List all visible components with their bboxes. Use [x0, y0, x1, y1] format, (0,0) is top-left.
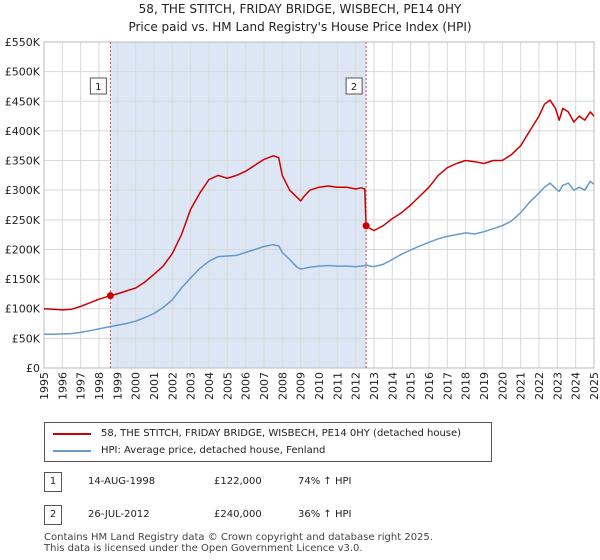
- y-tick-label: £150K: [5, 273, 41, 286]
- transaction-hpi-change: 36% ↑ HPI: [298, 509, 352, 520]
- y-tick-label: £300K: [5, 184, 41, 197]
- transaction-price: £122,000: [214, 476, 262, 487]
- x-tick-label: 2002: [166, 372, 179, 400]
- x-tick-label: 2025: [588, 372, 600, 400]
- sale-label-number: 2: [351, 82, 357, 93]
- transaction-date: 26-JUL-2012: [88, 509, 150, 520]
- x-tick-label: 2007: [258, 372, 271, 400]
- x-tick-label: 2010: [313, 372, 326, 400]
- sale-point: [106, 292, 114, 300]
- legend-label-price: 58, THE STITCH, FRIDAY BRIDGE, WISBECH, …: [101, 428, 462, 439]
- x-tick-label: 2018: [460, 372, 473, 400]
- legend-swatch-hpi: [53, 450, 91, 452]
- x-tick-label: 2005: [221, 372, 234, 400]
- x-tick-label: 1996: [56, 372, 69, 400]
- price-chart: £0 £50K £100K £150K £200K £250K £300K £350K £400…: [5, 36, 600, 400]
- x-tick-label: 2009: [295, 372, 308, 400]
- x-tick-label: 2024: [570, 372, 583, 400]
- price-paid-line: [43, 99, 595, 311]
- chart-subtitle: Price paid vs. HM Land Registry's House …: [128, 20, 472, 34]
- x-tick-label: 2022: [533, 372, 546, 400]
- x-tick-label: 2021: [515, 372, 528, 400]
- footer-copyright: Contains HM Land Registry data © Crown c…: [44, 532, 433, 543]
- x-tick-label: 2000: [130, 372, 143, 400]
- legend: 58, THE STITCH, FRIDAY BRIDGE, WISBECH, …: [44, 422, 492, 462]
- x-tick-label: 2023: [551, 372, 564, 400]
- x-tick-label: 1995: [38, 372, 51, 400]
- plot-border: [43, 41, 595, 369]
- y-tick-label: £350K: [5, 155, 41, 168]
- hpi-line: [44, 180, 595, 335]
- x-tick-label: 2008: [276, 372, 289, 400]
- x-tick-label: 2016: [423, 372, 436, 400]
- transaction-badge: 2: [44, 505, 62, 525]
- x-tick-label: 2012: [350, 372, 363, 400]
- x-tick-label: 2015: [405, 372, 418, 400]
- x-tick-label: 2004: [203, 372, 216, 400]
- y-tick-label: £200K: [5, 243, 41, 256]
- y-tick-label: £0: [26, 362, 40, 375]
- x-tick-label: 2017: [441, 372, 454, 400]
- x-tick-label: 1998: [93, 372, 106, 400]
- legend-swatch-price: [53, 433, 91, 435]
- x-tick-label: 2013: [368, 372, 381, 400]
- footer-licence: This data is licensed under the Open Gov…: [44, 543, 363, 554]
- legend-label-hpi: HPI: Average price, detached house, Fenl…: [101, 445, 326, 456]
- y-tick-label: £100K: [5, 303, 41, 316]
- transaction-price: £240,000: [214, 509, 262, 520]
- transaction-badge: 1: [44, 472, 62, 492]
- x-tick-label: 2006: [240, 372, 253, 400]
- sale-point: [362, 222, 370, 230]
- y-tick-label: £550K: [5, 36, 41, 49]
- x-tick-label: 1997: [75, 372, 88, 400]
- sale-label-box: [345, 77, 363, 95]
- x-tick-label: 2011: [331, 372, 344, 400]
- y-tick-label: £400K: [5, 125, 41, 138]
- transaction-date: 14-AUG-1998: [88, 476, 156, 487]
- x-tick-label: 2003: [185, 372, 198, 400]
- x-tick-label: 2014: [386, 372, 399, 400]
- y-tick-label: £50K: [12, 332, 41, 345]
- y-tick-label: £450K: [5, 95, 41, 108]
- x-tick-label: 2001: [148, 372, 161, 400]
- y-tick-label: £500K: [5, 66, 41, 79]
- sale-label-box: [89, 77, 107, 95]
- chart-title: 58, THE STITCH, FRIDAY BRIDGE, WISBECH, …: [138, 2, 462, 16]
- ownership-shade: [110, 42, 367, 368]
- x-tick-label: 1999: [111, 372, 124, 400]
- transaction-hpi-change: 74% ↑ HPI: [298, 476, 352, 487]
- x-tick-label: 2020: [496, 372, 509, 400]
- sale-label-number: 1: [95, 82, 101, 93]
- x-tick-label: 2019: [478, 372, 491, 400]
- y-tick-label: £250K: [5, 214, 41, 227]
